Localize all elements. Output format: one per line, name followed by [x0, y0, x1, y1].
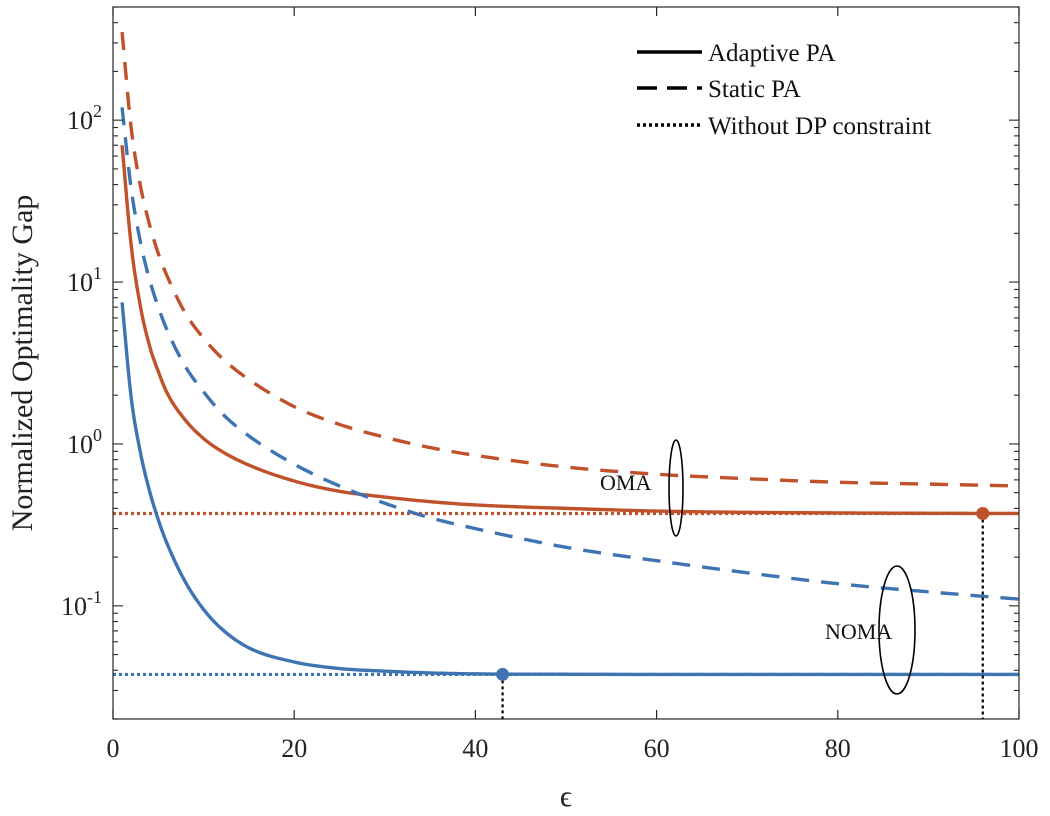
x-axis-ticks: 0 20 40 60 80 100: [107, 7, 1039, 763]
legend: Adaptive PA Static PA Without DP constrain…: [637, 40, 931, 140]
plot-area-frame: [112, 6, 1020, 720]
y-tick-label: 100: [67, 425, 102, 459]
x-tick-label: 100: [1000, 734, 1039, 763]
annotation-layer: OMA NOMA: [600, 439, 916, 695]
marker-layer: [496, 506, 990, 719]
annotation-oma-bracket: [668, 439, 684, 537]
annotation-noma-label: NOMA: [825, 619, 892, 644]
x-tick-label: 40: [462, 734, 488, 763]
series-layer: [113, 31, 1020, 677]
marker-noma-point: [496, 667, 510, 681]
x-tick-label: 0: [107, 734, 120, 763]
marker-oma-point: [976, 506, 990, 520]
legend-label-dashed: Static PA: [708, 76, 801, 103]
y-axis-ticks: 10-1 100 101 102: [61, 6, 1019, 720]
x-tick-label: 60: [644, 734, 670, 763]
legend-label-solid: Adaptive PA: [708, 40, 836, 67]
series-noma-solid-line: [120, 302, 1019, 677]
annotation-noma-bracket: [878, 565, 916, 695]
x-axis-title: ϵ: [560, 780, 572, 813]
y-tick-label: 101: [67, 263, 102, 297]
y-axis-title: Normalized Optimality Gap: [6, 195, 39, 532]
x-tick-label: 20: [281, 734, 307, 763]
annotation-oma-label: OMA: [600, 470, 651, 495]
series-oma-solid-line: [120, 145, 1020, 516]
y-tick-label: 102: [67, 101, 102, 135]
series-noma-dashed-line: [120, 107, 1020, 601]
legend-label-dotted: Without DP constraint: [708, 113, 931, 140]
y-tick-label: 10-1: [61, 587, 102, 621]
series-oma-dashed-line: [120, 31, 1020, 488]
x-tick-label: 80: [825, 734, 851, 763]
